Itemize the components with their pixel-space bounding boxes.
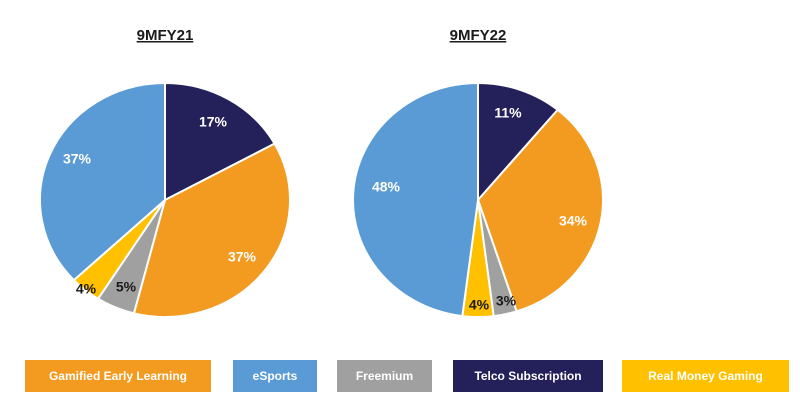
data-label-esports: 37%	[63, 151, 92, 167]
pie-slice-gamified-early-learning	[476, 108, 604, 313]
legend-telco-subscription: Telco Subscription	[453, 360, 603, 392]
pie-slice-esports	[39, 81, 166, 282]
data-label-telco-subscription: 11%	[494, 105, 522, 121]
chart-title: 9MFY21	[137, 27, 194, 44]
legend-real-money-gaming: Real Money Gaming	[622, 360, 789, 392]
chart-title: 9MFY22	[450, 27, 507, 44]
legend-esports: eSports	[233, 360, 317, 392]
data-label-gamified-early-learning: 37%	[228, 249, 257, 265]
pie-chart-9mfy21: 9MFY21 17% 37% 5% 4% 37%	[39, 27, 291, 318]
legend-gamified-early-learning: Gamified Early Learning	[25, 360, 211, 392]
data-label-freemium: 5%	[116, 279, 137, 295]
pie-slice-telco-subscription	[477, 81, 560, 203]
pie-slice-esports	[352, 81, 479, 318]
pie-charts: 9MFY21 17% 37% 5% 4% 37% 9MFY22 11% 34% 3% 4% 48%	[39, 27, 604, 318]
legend: Gamified Early Learning eSports Freemium…	[0, 360, 800, 392]
legend-freemium: Freemium	[337, 360, 432, 392]
pie-slice-telco-subscription	[164, 81, 276, 202]
pie-chart-9mfy22: 9MFY22 11% 34% 3% 4% 48%	[352, 27, 604, 318]
data-label-telco-subscription: 17%	[199, 114, 228, 130]
data-label-real-money-gaming: 4%	[76, 281, 97, 297]
data-label-esports: 48%	[372, 179, 401, 195]
data-label-freemium: 3%	[496, 293, 517, 309]
data-label-real-money-gaming: 4%	[469, 297, 490, 313]
data-label-gamified-early-learning: 34%	[559, 213, 588, 229]
pie-slice-gamified-early-learning	[132, 142, 291, 318]
